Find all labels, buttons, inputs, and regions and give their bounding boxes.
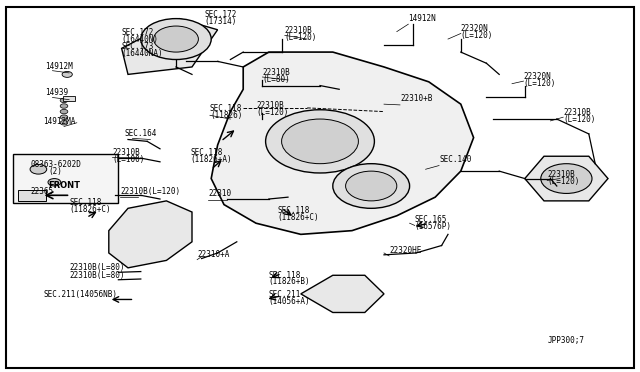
Circle shape	[282, 119, 358, 164]
Text: (L=120): (L=120)	[547, 177, 580, 186]
Text: (11826): (11826)	[210, 111, 243, 120]
Circle shape	[266, 110, 374, 173]
Text: (L=120): (L=120)	[256, 108, 289, 117]
Text: SEC.173: SEC.173	[122, 42, 154, 51]
Text: 22310B(L=80): 22310B(L=80)	[69, 271, 125, 280]
Text: (11826+B): (11826+B)	[269, 278, 310, 286]
Text: (11826+C): (11826+C)	[69, 205, 111, 214]
Circle shape	[60, 98, 68, 103]
Circle shape	[62, 71, 72, 77]
Text: (L=120): (L=120)	[461, 31, 493, 40]
Polygon shape	[301, 275, 384, 312]
Text: 08363-6202D: 08363-6202D	[31, 160, 81, 169]
Polygon shape	[525, 156, 608, 201]
Text: (L=120): (L=120)	[563, 115, 596, 124]
Circle shape	[141, 19, 211, 60]
Text: 22320HE: 22320HE	[389, 246, 422, 255]
Text: SEC.172: SEC.172	[205, 10, 237, 19]
Text: 22310B: 22310B	[563, 108, 591, 117]
Circle shape	[333, 164, 410, 208]
Text: SEC.118: SEC.118	[191, 148, 223, 157]
Text: SEC.140: SEC.140	[439, 155, 472, 164]
Text: (17314): (17314)	[205, 17, 237, 26]
Text: (11826+C): (11826+C)	[277, 213, 319, 222]
Text: (16440NA): (16440NA)	[122, 49, 163, 58]
Circle shape	[48, 179, 61, 186]
Text: 14912MA: 14912MA	[44, 118, 76, 126]
Text: JPP300;7: JPP300;7	[547, 336, 584, 345]
Text: 22310B: 22310B	[256, 102, 284, 110]
Polygon shape	[211, 52, 474, 234]
Text: 22365: 22365	[31, 187, 54, 196]
Text: 22310B: 22310B	[285, 26, 312, 35]
Circle shape	[60, 104, 68, 108]
Text: SEC.164: SEC.164	[125, 129, 157, 138]
Text: SEC.165: SEC.165	[415, 215, 447, 224]
Text: 22310B: 22310B	[547, 170, 575, 179]
Circle shape	[30, 164, 47, 174]
Text: 14912N: 14912N	[408, 15, 436, 23]
FancyBboxPatch shape	[13, 154, 118, 203]
Text: SEC.118: SEC.118	[69, 198, 102, 207]
Text: 14939: 14939	[45, 89, 68, 97]
Text: SEC.118: SEC.118	[269, 271, 301, 280]
Text: 22310: 22310	[208, 189, 231, 198]
Text: SEC.118: SEC.118	[277, 206, 310, 215]
Text: 22310B: 22310B	[262, 68, 290, 77]
Text: 22320N: 22320N	[461, 25, 488, 33]
Text: (2): (2)	[48, 167, 62, 176]
Text: (16440N): (16440N)	[122, 35, 159, 44]
Text: (14056+A): (14056+A)	[269, 297, 310, 306]
Text: 22310+B: 22310+B	[400, 94, 433, 103]
Text: 22310B(L=80): 22310B(L=80)	[69, 263, 125, 272]
Polygon shape	[122, 19, 218, 74]
Text: SEC.172: SEC.172	[122, 28, 154, 37]
FancyBboxPatch shape	[63, 96, 75, 101]
Text: 22310B(L=120): 22310B(L=120)	[120, 187, 180, 196]
Text: (L=80): (L=80)	[262, 75, 290, 84]
Text: (L=120): (L=120)	[524, 79, 556, 88]
Text: 22320N: 22320N	[524, 72, 551, 81]
Text: 14912M: 14912M	[45, 62, 72, 71]
Text: (L=120): (L=120)	[285, 33, 317, 42]
Text: (L=100): (L=100)	[112, 155, 145, 164]
Text: SEC.211(14056NB): SEC.211(14056NB)	[44, 291, 118, 299]
Text: (16576P): (16576P)	[415, 222, 452, 231]
Text: 22310+A: 22310+A	[197, 250, 230, 259]
Circle shape	[541, 164, 592, 193]
Circle shape	[60, 109, 68, 114]
Text: SEC.118: SEC.118	[210, 105, 243, 113]
Polygon shape	[109, 201, 192, 268]
Circle shape	[60, 115, 68, 119]
Text: 22310B: 22310B	[112, 148, 140, 157]
Text: FRONT: FRONT	[48, 181, 80, 190]
Text: SEC.211: SEC.211	[269, 291, 301, 299]
Text: (11826+A): (11826+A)	[191, 155, 232, 164]
Circle shape	[346, 171, 397, 201]
Circle shape	[60, 121, 68, 125]
Circle shape	[154, 26, 198, 52]
FancyBboxPatch shape	[18, 190, 46, 201]
